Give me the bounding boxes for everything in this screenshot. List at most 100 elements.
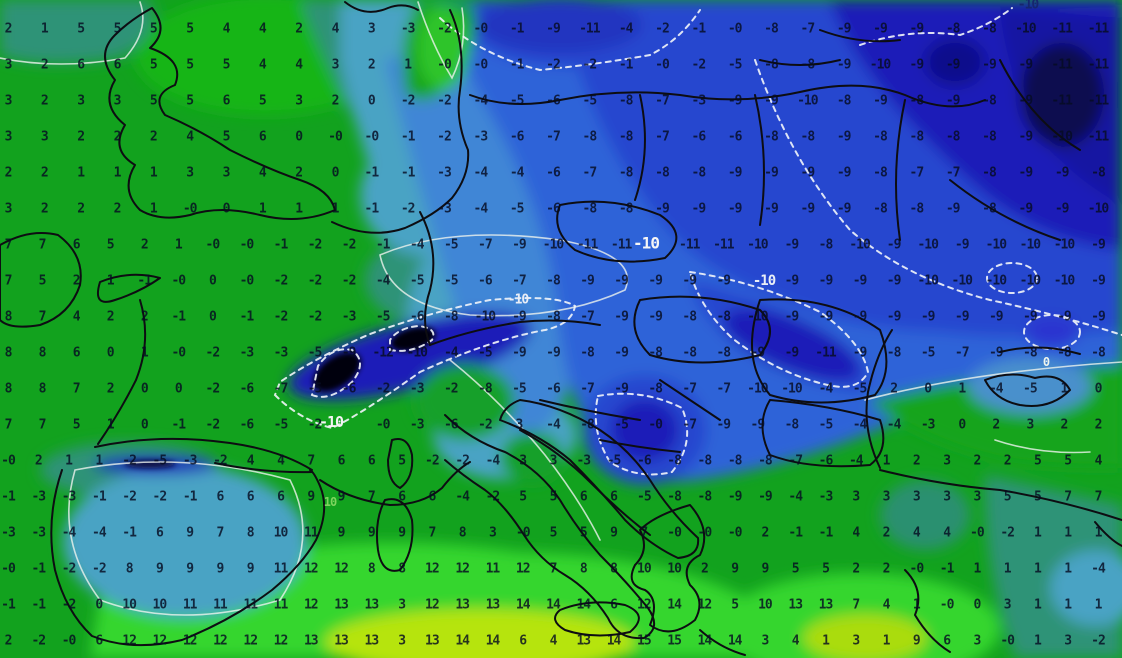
temp-value: 1 [404, 57, 412, 73]
temp-value: 3 [973, 633, 981, 649]
temp-value: -4 [61, 525, 77, 541]
temp-value: 2 [973, 453, 981, 469]
temp-value: -9 [852, 345, 868, 361]
temp-value: 7 [72, 381, 81, 397]
temp-value: -1 [939, 561, 955, 577]
temp-value: -8 [1057, 345, 1072, 361]
temp-value: 6 [258, 129, 267, 145]
temp-value: 12 [455, 561, 470, 577]
temp-value: 10 [122, 597, 137, 613]
temp-value: -9 [614, 273, 629, 289]
temp-value: -2 [400, 93, 416, 109]
temp-value: 0 [95, 597, 103, 613]
temp-value: -9 [818, 273, 834, 289]
temp-value: -9 [764, 201, 779, 217]
temp-value: -8 [697, 489, 713, 505]
temp-value: -0 [239, 237, 255, 253]
temp-value: 13 [303, 633, 319, 649]
temp-value: 8 [4, 345, 13, 361]
temp-value: -7 [580, 381, 595, 397]
temp-value: -3 [473, 129, 489, 145]
temp-value: -8 [618, 201, 634, 217]
temp-value: -6 [818, 453, 834, 469]
temp-value: 1 [65, 453, 73, 469]
temp-value: 3 [912, 489, 921, 505]
temp-value: -9 [873, 93, 888, 109]
temp-value: 2 [1003, 453, 1012, 469]
temp-value: 1 [1034, 633, 1042, 649]
temp-value: -9 [1018, 93, 1034, 109]
temp-value: -8 [982, 21, 997, 37]
temp-value: -2 [400, 201, 416, 217]
isotherm-label: 10 [323, 495, 337, 509]
temp-value: -4 [852, 417, 868, 433]
temp-value: -8 [667, 489, 682, 505]
temp-value: 2 [34, 453, 43, 469]
temp-value: -1 [92, 489, 107, 505]
temp-value: 4 [882, 597, 891, 613]
temp-value: 9 [912, 633, 921, 649]
temp-value: -8 [618, 93, 634, 109]
temp-value: -0 [909, 561, 925, 577]
temp-value: -9 [341, 345, 357, 361]
temp-value: -3 [576, 453, 591, 469]
temp-value: -10 [797, 93, 819, 109]
temp-value: -9 [886, 237, 902, 253]
temp-value: 1 [912, 597, 921, 613]
temp-value: -9 [546, 345, 561, 361]
temp-value: -10 [406, 345, 429, 361]
temp-value: -3 [61, 489, 77, 505]
temp-value: -3 [691, 93, 707, 109]
temp-value: 5 [149, 57, 158, 73]
temp-value: -8 [836, 93, 852, 109]
temp-value: 2 [992, 417, 1000, 433]
temp-value: -3 [1, 525, 16, 541]
temp-value: 8 [367, 561, 376, 577]
temp-value: -10 [474, 309, 497, 325]
temp-value: 1 [882, 633, 891, 649]
temp-value: 1 [149, 201, 158, 217]
temp-value: 2 [912, 453, 921, 469]
temp-value: -6 [637, 453, 652, 469]
temp-value: -10 [917, 237, 939, 253]
temp-value: -11 [1087, 21, 1110, 37]
temp-value: -9 [1023, 309, 1038, 325]
temp-value: -2 [691, 57, 707, 73]
temp-value: 9 [761, 561, 770, 577]
temp-value: -0 [171, 345, 186, 361]
temp-value: -10 [1051, 129, 1073, 145]
temp-value: -9 [920, 309, 936, 325]
temp-value: -5 [509, 93, 525, 109]
temp-value: -9 [784, 345, 800, 361]
temp-value: 1 [822, 633, 830, 649]
temp-value: 14 [485, 633, 501, 649]
temp-value: -4 [375, 273, 391, 289]
temp-value: 5 [1034, 489, 1042, 505]
temp-value: -8 [764, 129, 779, 145]
temp-value: 14 [576, 597, 591, 613]
temp-value: 3 [4, 129, 13, 145]
temp-value: -9 [873, 21, 888, 37]
temp-value: -11 [713, 237, 735, 253]
temp-value: -6 [691, 129, 707, 145]
temp-value: 9 [216, 561, 225, 577]
temp-value: 11 [485, 561, 501, 577]
temp-value: -2 [61, 561, 77, 577]
temp-value: 2 [367, 57, 376, 73]
temp-value: 12 [182, 633, 198, 649]
temp-value: -3 [341, 309, 357, 325]
temp-value: -6 [727, 129, 743, 145]
temp-value: -10 [542, 237, 565, 253]
temp-value: 1 [140, 345, 149, 361]
isotherm-label: -10 [507, 292, 530, 308]
temp-value: -9 [1091, 237, 1106, 253]
temp-value: 12 [122, 633, 137, 649]
temp-value: -3 [437, 165, 452, 181]
temp-value: -3 [437, 201, 452, 217]
temp-value: -2 [485, 489, 501, 505]
temp-value: 14 [515, 597, 531, 613]
temp-value: -8 [580, 345, 595, 361]
temp-value: -0 [648, 417, 663, 433]
temp-value: 1 [106, 273, 115, 289]
